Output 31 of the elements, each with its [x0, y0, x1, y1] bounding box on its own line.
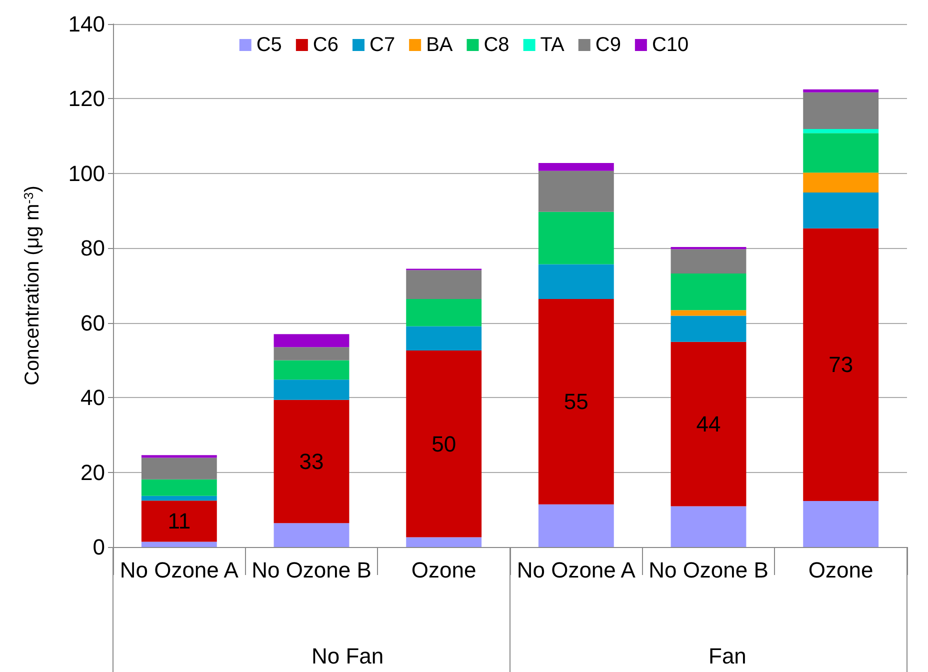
legend-label: C10 [652, 34, 689, 56]
data-label: 50 [432, 431, 456, 456]
y-tick-label: 120 [68, 86, 105, 112]
x-tick-label: Ozone [808, 558, 874, 582]
x-tick-label: Ozone [411, 558, 476, 582]
x-tick-label: No Ozone A [120, 558, 239, 582]
y-tick-label: 40 [80, 385, 105, 410]
y-tick-label: 0 [92, 534, 105, 560]
y-tick-label: 60 [80, 310, 105, 336]
legend-label: C6 [312, 34, 339, 56]
data-label: 73 [828, 352, 854, 378]
legend-label: TA [540, 34, 566, 56]
legend-label: C9 [595, 34, 621, 56]
text: No Fan [311, 644, 384, 668]
data-label: 11 [168, 508, 191, 534]
data-label: 55 [564, 389, 588, 414]
x-tick-label: No Ozone A [516, 558, 636, 582]
legend-label: C7 [369, 34, 396, 56]
y-tick-label: 100 [68, 160, 105, 186]
legend-label: C8 [484, 34, 510, 56]
y-tick-label: 140 [68, 12, 105, 36]
x-tick-label: No Ozone B [648, 558, 768, 582]
x-tick-label: No Ozone B [252, 558, 372, 582]
legend-label: BA [426, 34, 454, 56]
data-label: 44 [696, 412, 721, 437]
y-tick-label: 80 [80, 236, 105, 261]
text: Fan [708, 644, 746, 668]
legend-label: C5 [256, 34, 282, 56]
y-axis-title: Concentration (μg m-3) [21, 186, 44, 386]
y-tick-label: 20 [80, 460, 105, 485]
data-label: 33 [299, 448, 324, 474]
